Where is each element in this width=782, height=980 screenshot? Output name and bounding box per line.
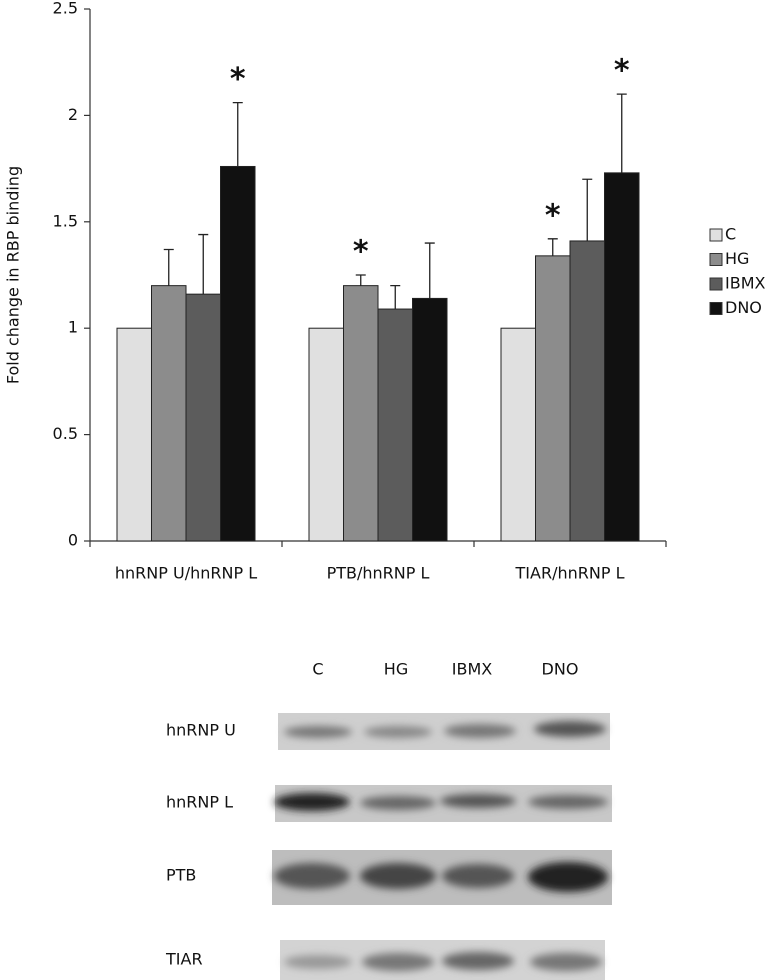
error-bar — [390, 284, 401, 310]
row-label: PTB — [166, 866, 196, 885]
y-tick-label: 2.5 — [53, 0, 78, 18]
y-tick-label: 1.5 — [53, 211, 78, 230]
bar — [377, 308, 413, 542]
bar — [308, 327, 344, 542]
significance: * — [545, 198, 561, 233]
legend-swatch — [709, 277, 723, 291]
y-axis-label: Fold change in RBP binding — [4, 166, 23, 384]
bar — [412, 297, 448, 542]
significance: * — [353, 235, 369, 270]
significance: * — [230, 62, 246, 97]
bar — [185, 293, 221, 542]
legend-label: C — [725, 225, 736, 244]
error-bar — [355, 274, 366, 286]
lane-label: C — [312, 660, 323, 679]
bar — [535, 255, 571, 542]
error-bar — [424, 242, 435, 299]
error-bar — [616, 93, 627, 173]
bar — [604, 172, 640, 542]
y-tick-label: 2 — [68, 105, 78, 124]
error-bar — [582, 178, 593, 241]
bar — [500, 327, 536, 542]
legend-swatch — [709, 253, 723, 266]
significance: * — [614, 54, 630, 89]
lane-label: DNO — [542, 660, 579, 679]
y-tick-label: 0.5 — [53, 424, 78, 443]
x-tick-label: hnRNP U/hnRNP L — [115, 564, 257, 583]
legend-swatch — [709, 302, 723, 315]
error-bar — [547, 238, 558, 256]
lane-label: IBMX — [452, 660, 493, 679]
error-bar — [232, 101, 243, 167]
lane-label: HG — [384, 660, 408, 679]
bar — [116, 327, 152, 542]
bar — [569, 240, 605, 542]
legend-label: IBMX — [725, 274, 766, 293]
error-bar — [163, 248, 174, 286]
error-bar — [198, 233, 209, 295]
bar — [343, 285, 379, 542]
x-tick-label: TIAR/hnRNP L — [515, 564, 625, 583]
row-label: hnRNP L — [166, 793, 233, 812]
legend-swatch — [709, 228, 723, 242]
y-tick-label: 1 — [68, 318, 78, 337]
bar — [151, 285, 187, 542]
y-tick-label: 0 — [68, 531, 78, 550]
x-tick-label: PTB/hnRNP L — [327, 564, 430, 583]
legend-label: HG — [725, 249, 749, 268]
blot-panel: C HG IBMX DNO hnRNP U hnRNP L PTB TIAR — [165, 660, 612, 980]
row-label: hnRNP U — [166, 721, 236, 740]
bar — [220, 165, 256, 542]
legend-label: DNO — [725, 298, 762, 317]
row-label: TIAR — [165, 950, 203, 969]
